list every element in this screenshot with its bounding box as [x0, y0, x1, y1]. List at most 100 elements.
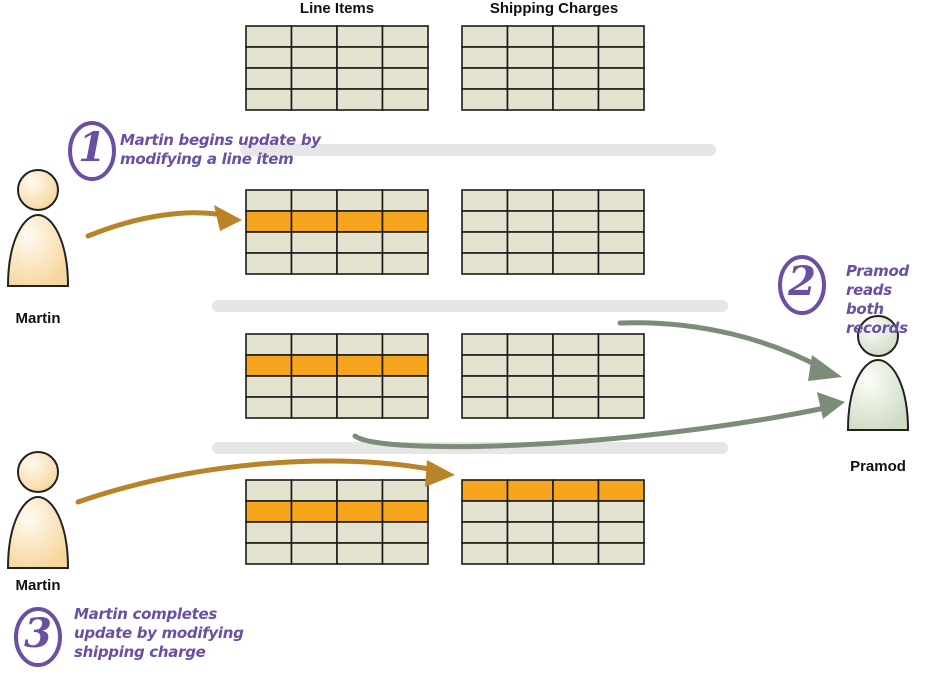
- highlighted-cell: [290, 354, 338, 377]
- table-cell: [461, 210, 509, 233]
- table-cell: [381, 67, 429, 90]
- table-cell: [381, 25, 429, 48]
- table-cell: [506, 252, 554, 275]
- table-cell: [597, 333, 645, 356]
- table-cell: [506, 231, 554, 254]
- table-cell: [245, 189, 293, 212]
- highlighted-cell: [336, 354, 384, 377]
- table-cell: [381, 88, 429, 111]
- table-cell: [245, 333, 293, 356]
- table-cell: [290, 231, 338, 254]
- table-cell: [461, 189, 509, 212]
- step-2-line-2: both records: [846, 300, 908, 337]
- highlighted-cell: [381, 210, 429, 233]
- table-cell: [597, 542, 645, 565]
- table-cell: [552, 396, 600, 419]
- table-cell: [461, 46, 509, 69]
- table-cell: [461, 252, 509, 275]
- table-cell: [552, 354, 600, 377]
- table-cell: [336, 396, 384, 419]
- stage-separators: [212, 144, 728, 454]
- highlighted-cell: [552, 479, 600, 502]
- table-cell: [506, 88, 554, 111]
- table-cell: [552, 46, 600, 69]
- table-cell: [552, 252, 600, 275]
- table-cell: [506, 189, 554, 212]
- table-cell: [290, 521, 338, 544]
- table-cell: [381, 396, 429, 419]
- table-cell: [461, 500, 509, 523]
- table-cell: [597, 231, 645, 254]
- step-3-line-1: Martin completes: [74, 605, 218, 623]
- table-cell: [506, 25, 554, 48]
- highlighted-cell: [245, 354, 293, 377]
- table-cell: [336, 521, 384, 544]
- pramod-arrow-2-head: [817, 392, 845, 419]
- step-1-number: 1: [78, 124, 106, 171]
- highlighted-cell: [336, 500, 384, 523]
- table-cell: [461, 231, 509, 254]
- table-cell: [290, 479, 338, 502]
- highlighted-cell: [245, 500, 293, 523]
- martin-bottom-figure: [6, 451, 70, 569]
- table-cell: [597, 67, 645, 90]
- table-cell: [336, 231, 384, 254]
- table-cell: [336, 67, 384, 90]
- table-cell: [597, 189, 645, 212]
- table-cell: [461, 354, 509, 377]
- table-cell: [245, 252, 293, 275]
- table-cell: [506, 46, 554, 69]
- table-cell: [461, 375, 509, 398]
- line-items-table-stage-3: [245, 333, 429, 419]
- actor-martin-bottom-label: Martin: [15, 577, 61, 594]
- step-3-note: Martin completes update by modifying shi…: [74, 605, 244, 662]
- step-1-note: Martin begins update by modifying a line…: [120, 131, 321, 169]
- table-cell: [336, 25, 384, 48]
- martin-arrow-1-head: [214, 205, 242, 231]
- pramod-arrow-2: [352, 405, 828, 450]
- arrows-group: [75, 205, 845, 505]
- table-cell: [552, 500, 600, 523]
- step-2-number: 2: [788, 258, 816, 305]
- table-cell: [461, 88, 509, 111]
- table-cell: [597, 88, 645, 111]
- martin-arrow-2-head: [425, 460, 455, 487]
- table-cell: [245, 25, 293, 48]
- table-cell: [245, 67, 293, 90]
- highlighted-cell: [381, 500, 429, 523]
- actor-martin-top-label: Martin: [15, 310, 61, 327]
- table-cell: [381, 46, 429, 69]
- table-cell: [552, 88, 600, 111]
- table-cell: [290, 25, 338, 48]
- highlighted-cell: [336, 210, 384, 233]
- table-cell: [336, 542, 384, 565]
- table-cell: [552, 375, 600, 398]
- table-cell: [381, 333, 429, 356]
- highlighted-cell: [381, 354, 429, 377]
- table-cell: [381, 189, 429, 212]
- separator-1: [240, 144, 716, 156]
- highlighted-cell: [506, 479, 554, 502]
- table-cell: [290, 396, 338, 419]
- line-items-table-stage-4: [245, 479, 429, 565]
- table-cell: [290, 542, 338, 565]
- line-items-table-stage-2: [245, 189, 429, 275]
- table-cell: [336, 333, 384, 356]
- table-cell: [381, 542, 429, 565]
- table-cell: [245, 542, 293, 565]
- table-cell: [552, 25, 600, 48]
- table-cell: [336, 88, 384, 111]
- martin-top-figure: [6, 169, 70, 287]
- table-cell: [506, 67, 554, 90]
- actor-pramod-label: Pramod: [850, 458, 906, 475]
- martin-arrow-2: [75, 458, 438, 505]
- table-cell: [597, 210, 645, 233]
- shipping-charges-table-stage-3: [461, 333, 645, 419]
- table-cell: [381, 252, 429, 275]
- separator-2: [212, 300, 728, 312]
- highlighted-cell: [290, 210, 338, 233]
- table-cell: [552, 521, 600, 544]
- table-cell: [597, 25, 645, 48]
- table-cell: [552, 189, 600, 212]
- table-cell: [336, 189, 384, 212]
